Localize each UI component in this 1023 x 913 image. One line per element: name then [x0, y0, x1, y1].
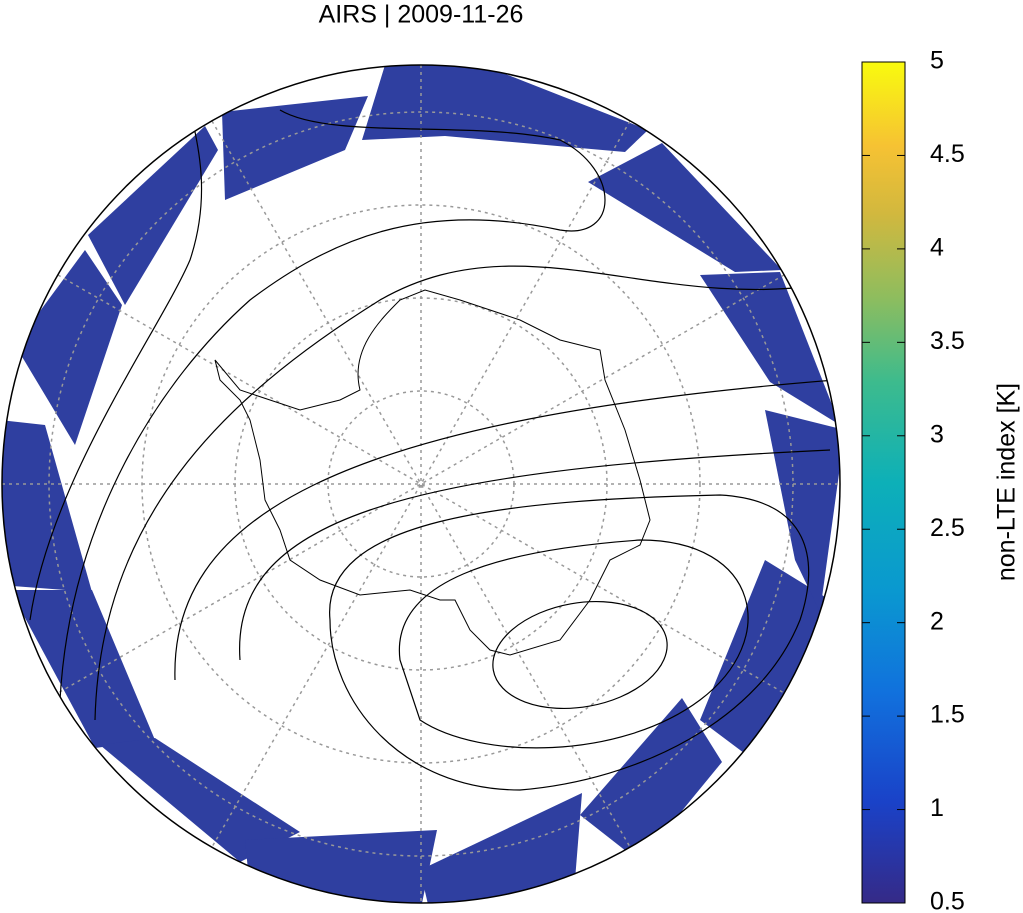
colorbar-tick-label: 4.5 — [930, 140, 965, 168]
colorbar-ticks: 0.5 1 1.5 2 2.5 3 3.5 4 4.5 5 — [862, 47, 965, 913]
colorbar-tick-label: 3 — [930, 420, 944, 448]
colorbar-tick-label: 1.5 — [930, 701, 965, 729]
coastline — [214, 289, 651, 656]
colorbar-tick-label: 5 — [930, 47, 944, 75]
map-title: AIRS | 2009-11-26 — [319, 1, 524, 29]
colorbar-tick-label: 2 — [930, 607, 944, 635]
colorbar-tick-label: 4 — [930, 233, 944, 261]
colorbar-tick-label: 2.5 — [930, 514, 965, 542]
colorbar-label: non-LTE index [K] — [993, 383, 1021, 581]
map — [1, 64, 841, 904]
graticule — [2, 65, 840, 903]
colorbar-tick-label: 1 — [930, 794, 944, 822]
swaths — [2, 65, 840, 903]
colorbar-tick-label: 3.5 — [930, 327, 965, 355]
colorbar-tick-label: 0.5 — [930, 888, 965, 913]
contours — [29, 109, 836, 791]
colorbar — [861, 61, 906, 904]
